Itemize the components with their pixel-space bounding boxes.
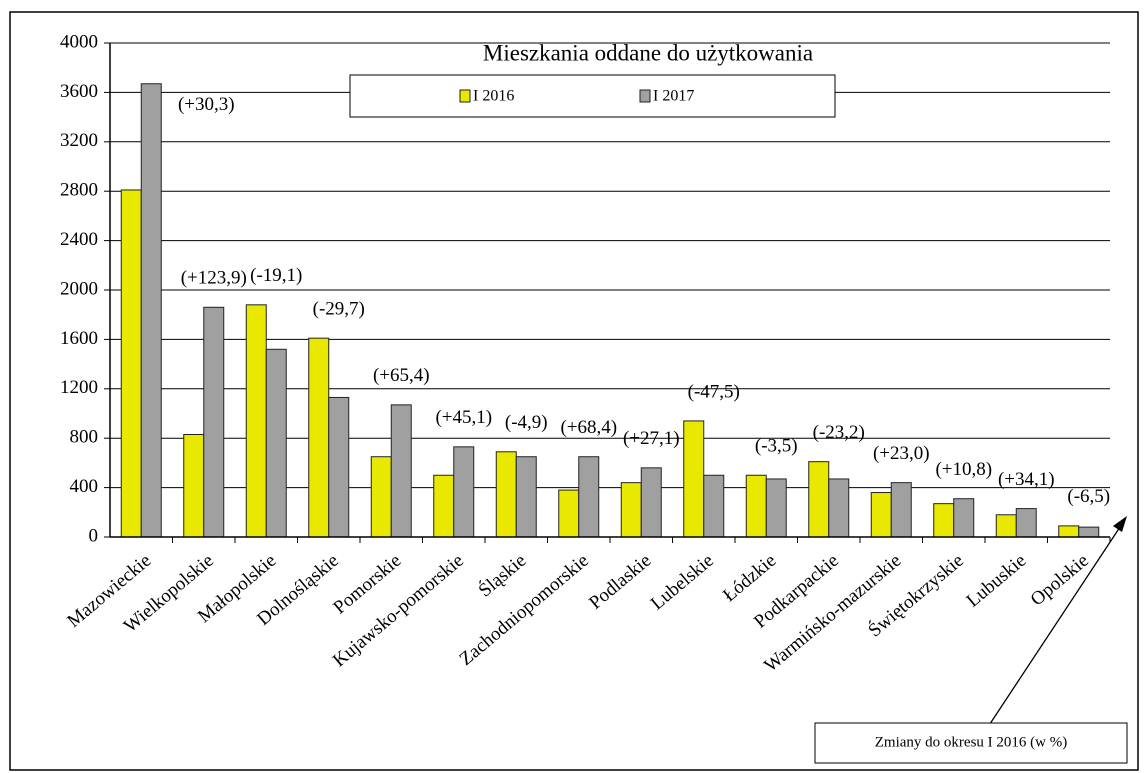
change-label: (+30,3)	[178, 94, 235, 115]
bar	[828, 478, 850, 538]
change-label: (-29,7)	[313, 299, 365, 320]
bar	[683, 420, 705, 538]
bar	[453, 446, 475, 538]
change-label: (+10,8)	[935, 459, 992, 480]
change-label: (-4,9)	[505, 412, 548, 433]
change-label: (-19,1)	[250, 265, 302, 286]
annotation-box	[814, 722, 1128, 764]
legend-swatch	[639, 89, 651, 103]
bar	[953, 498, 975, 538]
y-tick-label: 2000	[60, 278, 98, 299]
change-label: (-23,2)	[813, 422, 865, 443]
bar	[245, 304, 267, 538]
y-tick-label: 2400	[60, 229, 98, 250]
bar	[703, 474, 725, 538]
annotation-arrow	[977, 523, 1123, 743]
bar	[515, 456, 537, 538]
change-label: (+34,1)	[998, 469, 1055, 490]
change-label: (-47,5)	[688, 381, 740, 402]
chart-border	[9, 11, 1139, 771]
change-label: (-6,5)	[1067, 486, 1110, 507]
y-tick-label: 3600	[60, 81, 98, 102]
bar	[203, 306, 225, 538]
y-tick-label: 4000	[60, 31, 98, 52]
change-label: (+27,1)	[623, 428, 680, 449]
bar	[1058, 525, 1080, 538]
bar	[495, 451, 517, 538]
bar	[328, 396, 350, 538]
change-label: (+65,4)	[373, 365, 430, 386]
bar	[933, 503, 955, 538]
bar	[745, 474, 767, 538]
y-tick-label: 2800	[60, 180, 98, 201]
legend-label: I 2016	[473, 88, 514, 105]
bar	[640, 467, 662, 538]
change-label: (+45,1)	[435, 407, 492, 428]
bar	[808, 461, 830, 538]
bar	[890, 482, 912, 538]
bar	[433, 474, 455, 538]
change-label: (+68,4)	[560, 417, 617, 438]
legend-box	[349, 74, 836, 118]
bar	[390, 404, 412, 538]
bar	[558, 489, 580, 538]
change-label: (+23,0)	[873, 443, 930, 464]
bar	[308, 337, 330, 538]
change-label: (+123,9)	[181, 268, 247, 289]
y-tick-label: 1600	[60, 328, 98, 349]
legend-label: I 2017	[653, 88, 694, 105]
bar	[870, 492, 892, 538]
annotation: Zmiany do okresu I 2016 (w %)	[875, 734, 1067, 750]
bar	[120, 189, 142, 538]
y-tick-label: 800	[70, 427, 99, 448]
y-tick-label: 3200	[60, 130, 98, 151]
bar	[183, 433, 205, 538]
change-label: (-3,5)	[755, 436, 798, 457]
y-tick-label: 1200	[60, 377, 98, 398]
y-tick-label: 400	[70, 476, 99, 497]
bar	[265, 348, 287, 538]
bar	[1078, 526, 1100, 538]
arrow-head	[1113, 516, 1127, 532]
bar	[765, 478, 787, 538]
bar	[620, 482, 642, 538]
bar	[995, 514, 1017, 538]
bar	[578, 456, 600, 538]
chart-title: Mieszkania oddane do użytkowania	[483, 40, 813, 65]
y-tick-label: 0	[89, 525, 99, 546]
bar	[140, 83, 162, 538]
bar	[370, 456, 392, 538]
legend-swatch	[459, 89, 471, 103]
bar	[1015, 508, 1037, 538]
